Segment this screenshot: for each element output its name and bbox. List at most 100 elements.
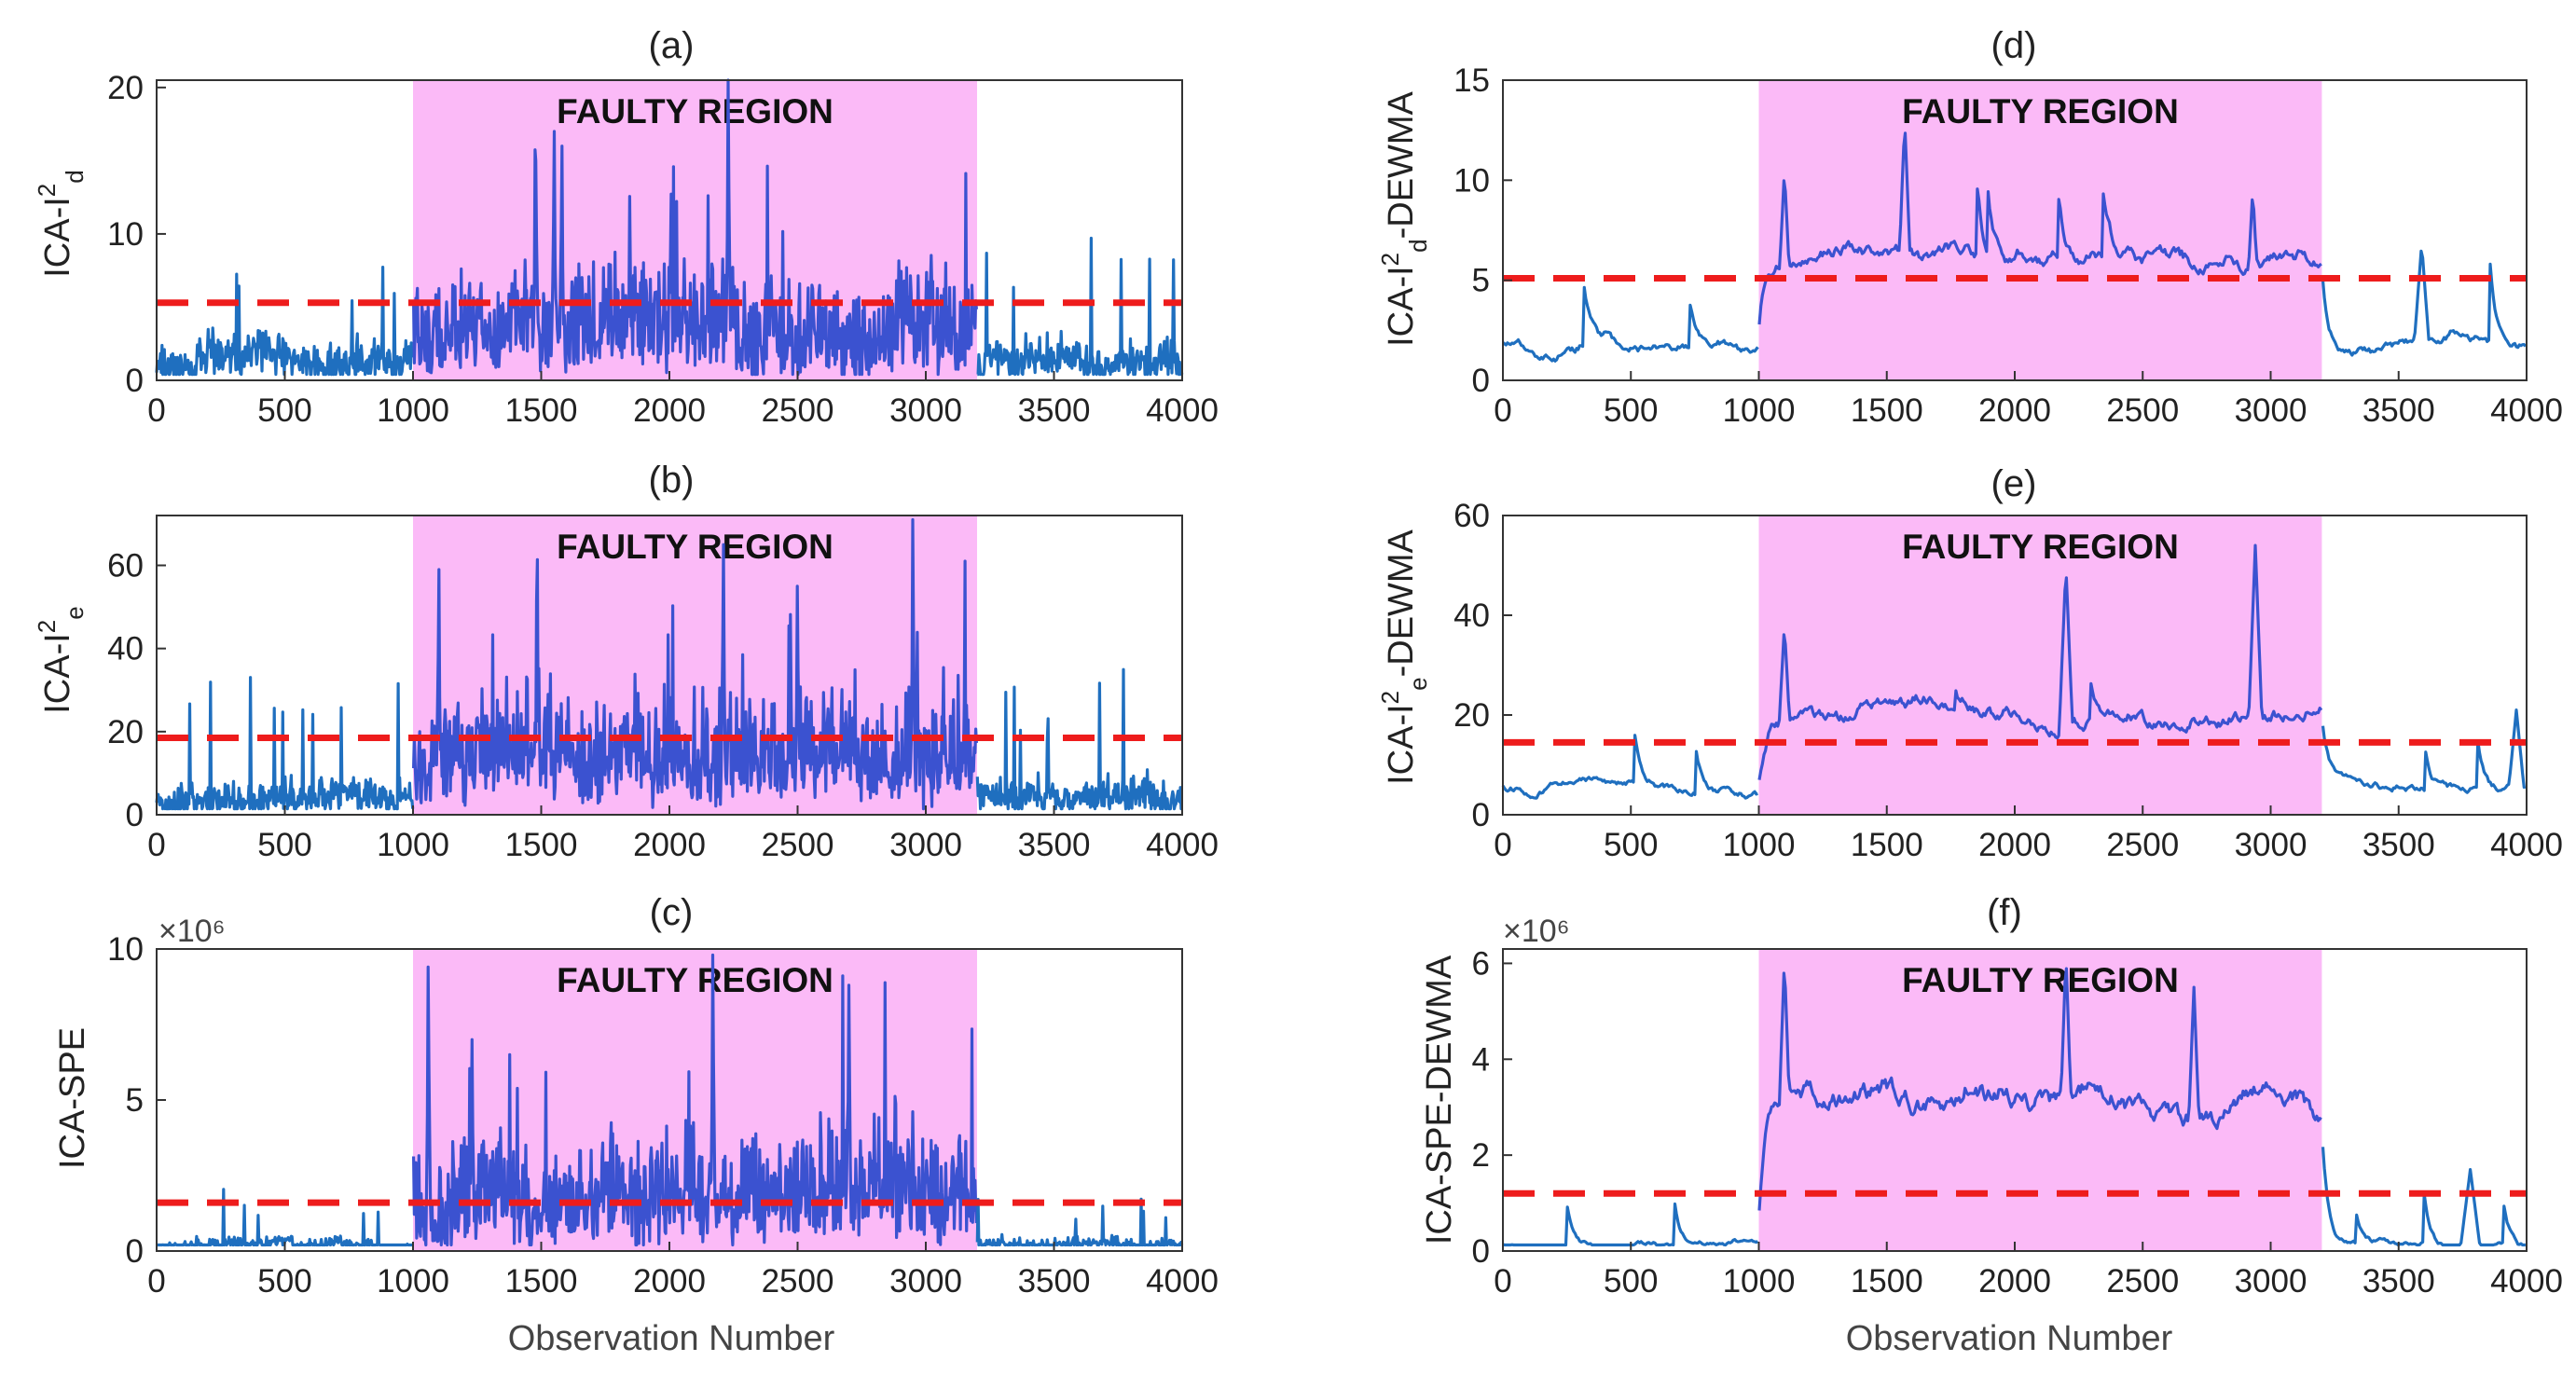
x-tick-label: 1500 <box>1851 392 1923 429</box>
panel-title-b: (b) <box>649 460 695 501</box>
x-tick-label: 500 <box>257 392 311 429</box>
x-tick-label: 0 <box>147 392 165 429</box>
y-tick-label: 40 <box>107 631 144 667</box>
panel-title-c: (c) <box>650 892 694 933</box>
y-tick-label: 10 <box>107 216 144 253</box>
series-line-normal-after <box>975 667 1183 811</box>
x-tick-label: 1500 <box>505 392 578 429</box>
x-tick-label: 2500 <box>2106 392 2179 429</box>
y-tick-label: 0 <box>126 1233 144 1270</box>
panel-title-a: (a) <box>649 25 695 66</box>
y-tick-label: 5 <box>126 1082 144 1119</box>
y-axis-label-c: ICA-SPE <box>53 1027 92 1169</box>
x-tick-label: 2500 <box>2106 827 2179 863</box>
x-tick-label: 3500 <box>2362 827 2435 863</box>
series-line-fault <box>412 953 978 1247</box>
plot-area-b: FAULTY REGION 0 500 1000 1500 2000 2500 3000 350… <box>107 515 1219 863</box>
series-line-normal-after <box>975 1197 1184 1247</box>
exponent-label-c: ×10⁶ <box>158 914 226 949</box>
x-tick-label: 1500 <box>505 1263 578 1299</box>
x-tick-label: 3000 <box>2235 392 2307 429</box>
x-tick-label: 1500 <box>1851 1263 1923 1299</box>
y-axis-label-b: ICA-I2e <box>33 606 89 714</box>
panel-title-d: (d) <box>1991 25 2037 66</box>
y-axis-label-e: ICA-I2e-DEWMA <box>1376 529 1432 784</box>
y-tick-label: 15 <box>1453 62 1490 99</box>
y-tick-label: 10 <box>1453 162 1490 199</box>
y-tick-label: 0 <box>126 363 144 399</box>
series-line-normal-before <box>155 266 415 377</box>
x-tick-label: 1000 <box>1723 392 1796 429</box>
x-tick-label: 1000 <box>1723 827 1796 863</box>
plot-area-d: FAULTY REGION 0 500 1000 1500 2000 2500 3000 350… <box>1453 62 2563 429</box>
x-tick-label: 500 <box>1604 1263 1658 1299</box>
x-tick-label: 2000 <box>1978 827 2051 863</box>
series-line-normal-after <box>2321 708 2527 794</box>
x-tick-label: 0 <box>1494 392 1511 429</box>
x-tick-label: 2000 <box>633 392 706 429</box>
x-tick-label: 1000 <box>377 1263 449 1299</box>
exponent-label-f: ×10⁶ <box>1503 914 1570 949</box>
fault-region-label: FAULTY REGION <box>557 961 833 999</box>
x-tick-label: 4000 <box>1146 1263 1219 1299</box>
x-tick-label: 1500 <box>1851 827 1923 863</box>
x-tick-label: 4000 <box>2490 827 2563 863</box>
y-axis-label-a: ICA-I2d <box>33 170 89 278</box>
y-tick-label: 60 <box>107 548 144 584</box>
panel-d: (d) ICA-I2d-DEWMA FAULTY REGION 0 500 1000 1… <box>1376 25 2563 429</box>
fault-region-label: FAULTY REGION <box>557 92 833 131</box>
y-tick-label: 20 <box>107 714 144 750</box>
series-line-fault <box>1757 967 2322 1211</box>
x-tick-label: 4000 <box>1146 392 1219 429</box>
x-tick-label: 3500 <box>1018 1263 1091 1299</box>
x-tick-label: 4000 <box>1146 827 1219 863</box>
y-tick-label: 6 <box>1472 945 1490 982</box>
panel-f: (f) ×10⁶ ICA-SPE-DEWMA FAULTY REGION 0 500… <box>1420 892 2563 1358</box>
x-tick-label: 2500 <box>762 1263 834 1299</box>
x-tick-label: 2000 <box>1978 392 2051 429</box>
plot-area-c: FAULTY REGION 0 500 1000 1500 2000 2500 3000 350… <box>107 931 1219 1299</box>
fault-region-label: FAULTY REGION <box>557 528 833 566</box>
x-tick-label: 3000 <box>889 827 962 863</box>
fault-region-band <box>1758 80 2322 380</box>
x-tick-label: 2000 <box>633 827 706 863</box>
fault-region-label: FAULTY REGION <box>1902 961 2179 999</box>
plot-area-a: FAULTY REGION 0 500 1000 1500 2000 2500 3000 350… <box>107 70 1219 429</box>
x-tick-label: 1500 <box>505 827 578 863</box>
series-line-fault <box>412 517 978 811</box>
y-tick-label: 40 <box>1453 598 1490 634</box>
x-tick-label: 0 <box>1494 827 1511 863</box>
y-tick-label: 0 <box>126 797 144 833</box>
series-line-normal-after <box>976 236 1184 377</box>
y-tick-label: 0 <box>1472 1233 1490 1270</box>
fault-region-band <box>1758 516 2322 815</box>
y-tick-label: 0 <box>1472 363 1490 399</box>
x-tick-label: 3000 <box>889 1263 962 1299</box>
series-line-normal-before <box>155 676 415 811</box>
y-tick-label: 60 <box>1453 498 1490 534</box>
y-tick-label: 5 <box>1472 263 1490 299</box>
x-axis-label-c: Observation Number <box>508 1319 835 1358</box>
x-tick-label: 3000 <box>2235 827 2307 863</box>
series-line-normal-before <box>1501 734 1758 800</box>
x-tick-label: 3000 <box>889 392 962 429</box>
panel-c: (c) ×10⁶ ICA-SPE FAULTY REGION 0 500 1000 15… <box>53 892 1219 1358</box>
x-tick-label: 3500 <box>1018 827 1091 863</box>
y-axis-label-f: ICA-SPE-DEWMA <box>1420 955 1459 1244</box>
series-line-normal-before <box>1501 285 1759 363</box>
x-tick-label: 2500 <box>2106 1263 2179 1299</box>
x-tick-label: 1000 <box>1723 1263 1796 1299</box>
x-tick-label: 4000 <box>2490 1263 2563 1299</box>
x-tick-label: 3000 <box>2235 1263 2307 1299</box>
panel-title-f: (f) <box>1987 892 2022 933</box>
x-axis-label-f: Observation Number <box>1846 1319 2173 1358</box>
plot-area-f: FAULTY REGION 0 500 1000 1500 2000 2500 3000 350… <box>1472 945 2563 1299</box>
x-tick-label: 500 <box>1604 392 1658 429</box>
x-tick-label: 500 <box>1604 827 1658 863</box>
x-tick-label: 3500 <box>2362 392 2435 429</box>
x-tick-label: 2000 <box>1978 1263 2051 1299</box>
x-tick-label: 3500 <box>2362 1263 2435 1299</box>
x-tick-label: 4000 <box>2490 392 2563 429</box>
x-tick-label: 1000 <box>377 392 449 429</box>
